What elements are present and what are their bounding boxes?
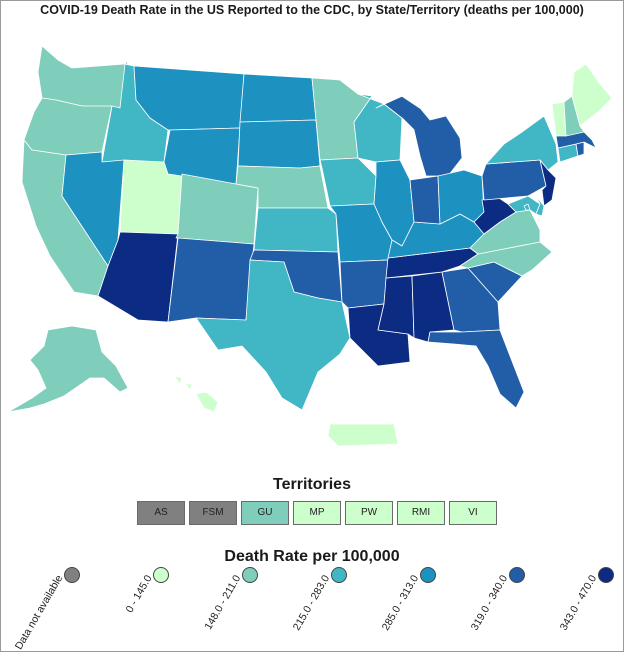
legend-swatch <box>509 567 525 583</box>
state-AK[interactable] <box>7 325 129 413</box>
state-PA[interactable] <box>481 159 547 201</box>
state-DC[interactable] <box>523 203 531 211</box>
state-IA[interactable] <box>319 157 377 207</box>
state-FL[interactable] <box>427 329 525 409</box>
legend-swatch <box>420 567 436 583</box>
territory-pw[interactable]: PW <box>345 501 393 525</box>
legend-swatch <box>598 567 614 583</box>
territory-gu[interactable]: GU <box>241 501 289 525</box>
state-TX[interactable] <box>195 259 351 411</box>
legend-swatch <box>331 567 347 583</box>
state-KS[interactable] <box>253 207 339 253</box>
state-NV[interactable] <box>61 151 125 267</box>
state-IN[interactable] <box>409 175 441 225</box>
state-ME[interactable] <box>571 63 613 127</box>
state-NH[interactable] <box>563 95 585 137</box>
territory-vi[interactable]: VI <box>449 501 497 525</box>
territory-mp[interactable]: MP <box>293 501 341 525</box>
state-NJ[interactable] <box>539 159 557 207</box>
state-SD[interactable] <box>237 119 321 169</box>
great-lakes-outline <box>383 95 421 131</box>
legend-swatch <box>153 567 169 583</box>
state-PR[interactable] <box>327 423 399 447</box>
legend-swatch <box>64 567 80 583</box>
state-WA[interactable] <box>37 45 129 109</box>
state-DE[interactable] <box>535 195 545 217</box>
territory-fsm[interactable]: FSM <box>189 501 237 525</box>
state-OR[interactable] <box>23 97 113 156</box>
state-HI[interactable] <box>173 375 219 413</box>
us-choropleth-map <box>7 45 613 447</box>
state-NM[interactable] <box>167 237 255 323</box>
legend-title: Death Rate per 100,000 <box>224 548 400 565</box>
state-ND[interactable] <box>239 73 317 123</box>
territory-as[interactable]: AS <box>137 501 185 525</box>
map-title: COVID-19 Death Rate in the US Reported t… <box>40 3 584 17</box>
territories-title: Territories <box>273 476 351 493</box>
state-AR[interactable] <box>339 259 389 309</box>
legend-swatch <box>242 567 258 583</box>
territory-rmi[interactable]: RMI <box>397 501 445 525</box>
